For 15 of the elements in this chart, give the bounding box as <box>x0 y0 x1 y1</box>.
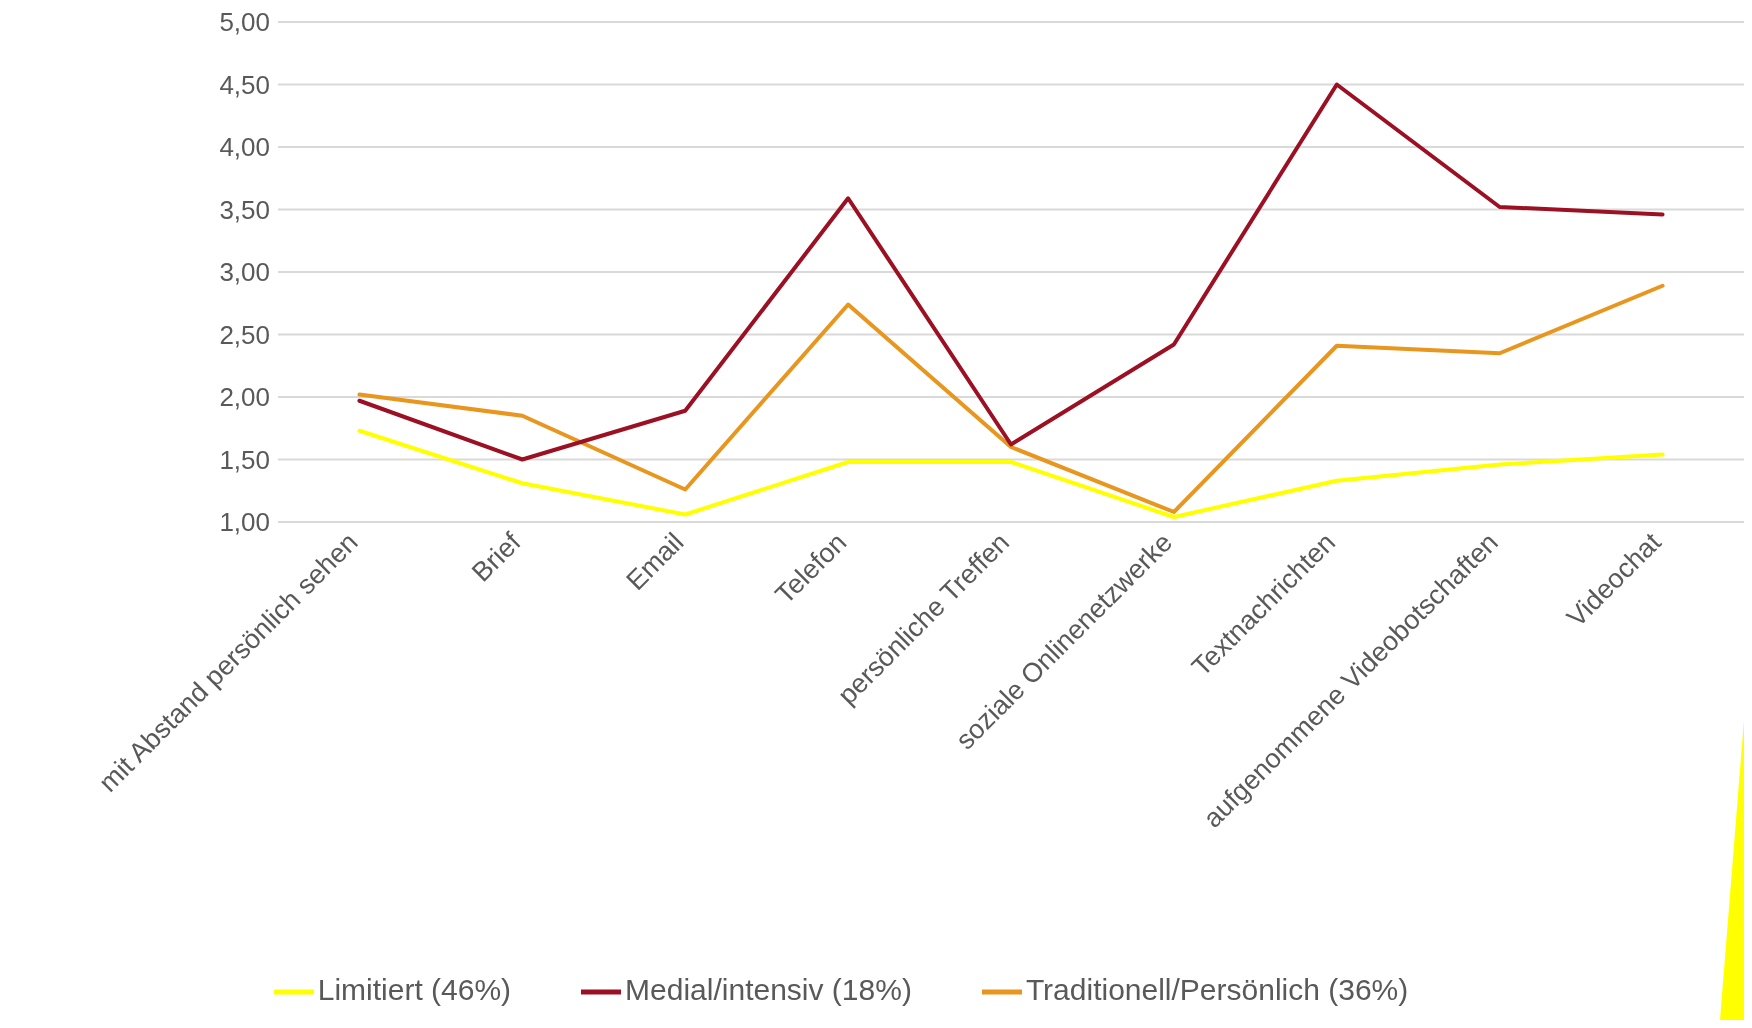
y-tick-label: 3,50 <box>219 194 270 225</box>
y-tick-label: 4,50 <box>219 69 270 100</box>
line-series <box>357 82 1665 462</box>
line-series <box>357 283 1665 514</box>
y-tick-label: 1,00 <box>219 507 270 538</box>
y-tick-label: 1,50 <box>219 444 270 475</box>
line-series <box>357 428 1665 519</box>
y-tick-label: 2,50 <box>219 319 270 350</box>
y-tick-label: 5,00 <box>219 7 270 38</box>
y-tick-label: 3,00 <box>219 257 270 288</box>
y-tick-label: 4,00 <box>219 132 270 163</box>
legend-label: Traditionell/Persönlich (36%) <box>1025 972 1409 1006</box>
y-tick-label: 2,00 <box>219 382 270 413</box>
legend-label: Limitiert (46%) <box>317 972 512 1006</box>
legend-label: Medial/intensiv (18%) <box>625 972 912 1006</box>
